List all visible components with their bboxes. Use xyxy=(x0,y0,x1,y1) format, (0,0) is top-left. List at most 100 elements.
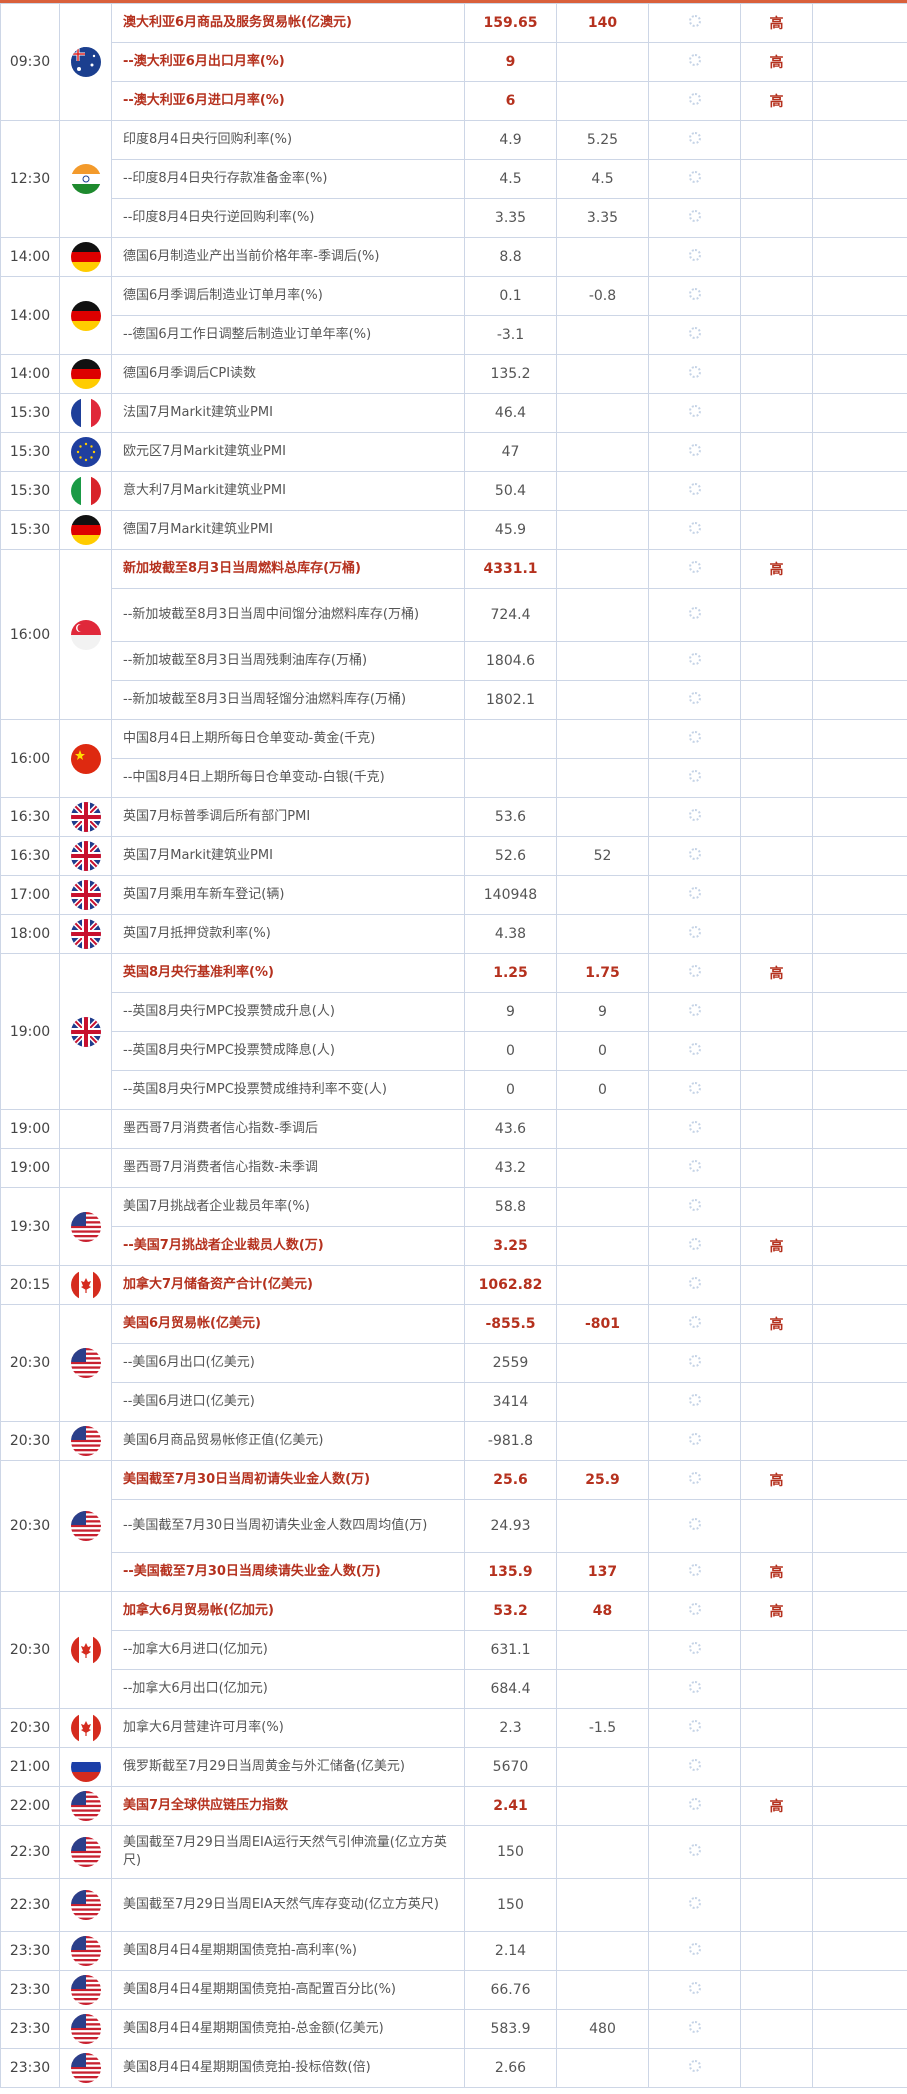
table-row[interactable]: 16:00 中国8月4日上期所每日仓单变动-黄金(千克) xyxy=(0,719,907,798)
table-row[interactable]: 20:30 美国截至7月30日当周初请失业金人数(万) 25.6 25.9 高 xyxy=(0,1460,907,1592)
indicator-name[interactable]: --美国6月进口(亿美元) xyxy=(111,1382,465,1422)
table-row[interactable]: --中国8月4日上期所每日仓单变动-白银(千克) xyxy=(1,758,907,798)
indicator-name[interactable]: 美国7月全球供应链压力指数 xyxy=(111,1786,465,1826)
indicator-name[interactable]: --新加坡截至8月3日当周轻馏分油燃料库存(万桶) xyxy=(111,680,465,720)
indicator-name[interactable]: 英国7月抵押贷款利率(%) xyxy=(111,914,465,954)
indicator-name[interactable]: --美国截至7月30日当周初请失业金人数四周均值(万) xyxy=(111,1499,465,1553)
indicator-name[interactable]: 英国7月乘用车新车登记(辆) xyxy=(111,875,465,915)
table-row[interactable]: --英国8月央行MPC投票赞成降息(人) 0 0 xyxy=(1,1031,907,1071)
indicator-name[interactable]: 俄罗斯截至7月29日当周黄金与外汇储备(亿美元) xyxy=(111,1747,465,1787)
table-row[interactable]: 14:00 德国6月季调后CPI读数 135.2 xyxy=(0,354,907,394)
table-row[interactable]: 19:00 墨西哥7月消费者信心指数-季调后 43.6 xyxy=(0,1109,907,1149)
table-row[interactable]: 15:30 欧元区7月Markit建筑业PMI 47 xyxy=(0,432,907,472)
table-row[interactable]: 14:00 德国6月制造业产出当前价格年率-季调后(%) 8.8 xyxy=(0,237,907,277)
table-row[interactable]: 22:30 美国截至7月29日当周EIA天然气库存变动(亿立方英尺) 150 xyxy=(0,1878,907,1932)
indicator-name[interactable]: --美国6月出口(亿美元) xyxy=(111,1343,465,1383)
table-row[interactable]: 12:30 印度8月4日央行回购利率(%) 4.9 5.25 xyxy=(0,120,907,238)
table-row[interactable]: 20:30 加拿大6月营建许可月率(%) 2.3 -1.5 xyxy=(0,1708,907,1748)
indicator-name[interactable]: 中国8月4日上期所每日仓单变动-黄金(千克) xyxy=(111,719,465,759)
table-row[interactable]: --美国6月进口(亿美元) 3414 xyxy=(1,1382,907,1422)
indicator-name[interactable]: 澳大利亚6月商品及服务贸易帐(亿澳元) xyxy=(111,3,465,43)
indicator-name[interactable]: 美国8月4日4星期期国债竞拍-总金额(亿美元) xyxy=(111,2009,465,2049)
table-row[interactable]: 20:30 美国6月商品贸易帐修正值(亿美元) -981.8 xyxy=(0,1421,907,1461)
indicator-name[interactable]: 印度8月4日央行回购利率(%) xyxy=(111,120,465,160)
indicator-name[interactable]: 法国7月Markit建筑业PMI xyxy=(111,393,465,433)
indicator-name[interactable]: 加拿大6月营建许可月率(%) xyxy=(111,1708,465,1748)
table-row[interactable]: --新加坡截至8月3日当周残剩油库存(万桶) 1804.6 xyxy=(1,641,907,681)
indicator-name[interactable]: 美国8月4日4星期期国债竞拍-投标倍数(倍) xyxy=(111,2048,465,2088)
indicator-name[interactable]: --美国截至7月30日当周续请失业金人数(万) xyxy=(111,1552,465,1592)
table-row[interactable]: --美国截至7月30日当周初请失业金人数四周均值(万) 24.93 xyxy=(1,1499,907,1553)
table-row[interactable]: 23:30 美国8月4日4星期期国债竞拍-高配置百分比(%) 66.76 xyxy=(0,1970,907,2010)
table-row[interactable]: --新加坡截至8月3日当周中间馏分油燃料库存(万桶) 724.4 xyxy=(1,588,907,642)
indicator-name[interactable]: 美国截至7月29日当周EIA运行天然气引伸流量(亿立方英尺) xyxy=(111,1825,465,1879)
table-row[interactable]: --澳大利亚6月出口月率(%) 9 高 xyxy=(1,42,907,82)
indicator-name[interactable]: 加拿大6月贸易帐(亿加元) xyxy=(111,1591,465,1631)
table-row[interactable]: --印度8月4日央行存款准备金率(%) 4.5 4.5 xyxy=(1,159,907,199)
table-row[interactable]: 21:00 俄罗斯截至7月29日当周黄金与外汇储备(亿美元) 5670 xyxy=(0,1747,907,1787)
table-row[interactable]: 15:30 德国7月Markit建筑业PMI 45.9 xyxy=(0,510,907,550)
table-row[interactable]: --新加坡截至8月3日当周轻馏分油燃料库存(万桶) 1802.1 xyxy=(1,680,907,720)
table-row[interactable]: --加拿大6月出口(亿加元) 684.4 xyxy=(1,1669,907,1709)
table-row[interactable]: 19:30 美国7月挑战者企业裁员年率(%) 58.8 xyxy=(0,1187,907,1266)
indicator-name[interactable]: 德国6月制造业产出当前价格年率-季调后(%) xyxy=(111,237,465,277)
table-row[interactable]: 23:30 美国8月4日4星期期国债竞拍-总金额(亿美元) 583.9 480 xyxy=(0,2009,907,2049)
indicator-name[interactable]: 德国6月季调后制造业订单月率(%) xyxy=(111,276,465,316)
table-row[interactable]: 23:30 美国8月4日4星期期国债竞拍-高利率(%) 2.14 xyxy=(0,1931,907,1971)
table-row[interactable]: --德国6月工作日调整后制造业订单年率(%) -3.1 xyxy=(1,315,907,355)
indicator-name[interactable]: --英国8月央行MPC投票赞成升息(人) xyxy=(111,992,465,1032)
indicator-name[interactable]: --加拿大6月进口(亿加元) xyxy=(111,1630,465,1670)
indicator-name[interactable]: --澳大利亚6月进口月率(%) xyxy=(111,81,465,121)
table-row[interactable]: --澳大利亚6月进口月率(%) 6 高 xyxy=(1,81,907,121)
table-row[interactable]: --印度8月4日央行逆回购利率(%) 3.35 3.35 xyxy=(1,198,907,238)
table-row[interactable]: --美国6月出口(亿美元) 2559 xyxy=(1,1343,907,1383)
indicator-name[interactable]: 墨西哥7月消费者信心指数-未季调 xyxy=(111,1148,465,1188)
indicator-name[interactable]: --中国8月4日上期所每日仓单变动-白银(千克) xyxy=(111,758,465,798)
table-row[interactable]: 16:30 英国7月Markit建筑业PMI 52.6 52 xyxy=(0,836,907,876)
table-row[interactable]: --美国7月挑战者企业裁员人数(万) 3.25 高 xyxy=(1,1226,907,1266)
indicator-name[interactable]: --英国8月央行MPC投票赞成维持利率不变(人) xyxy=(111,1070,465,1110)
indicator-name[interactable]: 德国7月Markit建筑业PMI xyxy=(111,510,465,550)
table-row[interactable]: --英国8月央行MPC投票赞成维持利率不变(人) 0 0 xyxy=(1,1070,907,1110)
indicator-name[interactable]: 英国7月Markit建筑业PMI xyxy=(111,836,465,876)
indicator-name[interactable]: --新加坡截至8月3日当周中间馏分油燃料库存(万桶) xyxy=(111,588,465,642)
indicator-name[interactable]: 新加坡截至8月3日当周燃料总库存(万桶) xyxy=(111,549,465,589)
indicator-name[interactable]: 英国7月标普季调后所有部门PMI xyxy=(111,797,465,837)
indicator-name[interactable]: --印度8月4日央行逆回购利率(%) xyxy=(111,198,465,238)
table-row[interactable]: 19:00 墨西哥7月消费者信心指数-未季调 43.2 xyxy=(0,1148,907,1188)
table-row[interactable]: --英国8月央行MPC投票赞成升息(人) 9 9 xyxy=(1,992,907,1032)
indicator-name[interactable]: 美国8月4日4星期期国债竞拍-高配置百分比(%) xyxy=(111,1970,465,2010)
indicator-name[interactable]: --美国7月挑战者企业裁员人数(万) xyxy=(111,1226,465,1266)
indicator-name[interactable]: 英国8月央行基准利率(%) xyxy=(111,953,465,993)
indicator-name[interactable]: 加拿大7月储备资产合计(亿美元) xyxy=(111,1265,465,1305)
indicator-name[interactable]: --澳大利亚6月出口月率(%) xyxy=(111,42,465,82)
table-row[interactable]: 20:30 加拿大6月贸易帐(亿加元) 53.2 48 高 xyxy=(0,1591,907,1709)
indicator-name[interactable]: 美国截至7月30日当周初请失业金人数(万) xyxy=(111,1460,465,1500)
table-row[interactable]: 15:30 法国7月Markit建筑业PMI 46.4 xyxy=(0,393,907,433)
table-row[interactable]: 16:30 英国7月标普季调后所有部门PMI 53.6 xyxy=(0,797,907,837)
table-row[interactable]: 15:30 意大利7月Markit建筑业PMI 50.4 xyxy=(0,471,907,511)
table-row[interactable]: 09:30 澳大利亚6月商品及服务贸易帐(亿澳元) 159.65 140 高 xyxy=(0,3,907,121)
table-row[interactable]: 23:30 美国8月4日4星期期国债竞拍-投标倍数(倍) 2.66 xyxy=(0,2048,907,2088)
indicator-name[interactable]: --德国6月工作日调整后制造业订单年率(%) xyxy=(111,315,465,355)
indicator-name[interactable]: 欧元区7月Markit建筑业PMI xyxy=(111,432,465,472)
indicator-name[interactable]: 美国7月挑战者企业裁员年率(%) xyxy=(111,1187,465,1227)
indicator-name[interactable]: 德国6月季调后CPI读数 xyxy=(111,354,465,394)
indicator-name[interactable]: 美国6月贸易帐(亿美元) xyxy=(111,1304,465,1344)
indicator-name[interactable]: --加拿大6月出口(亿加元) xyxy=(111,1669,465,1709)
table-row[interactable]: 17:00 英国7月乘用车新车登记(辆) 140948 xyxy=(0,875,907,915)
indicator-name[interactable]: 美国6月商品贸易帐修正值(亿美元) xyxy=(111,1421,465,1461)
indicator-name[interactable]: --新加坡截至8月3日当周残剩油库存(万桶) xyxy=(111,641,465,681)
table-row[interactable]: --美国截至7月30日当周续请失业金人数(万) 135.9 137 高 xyxy=(1,1552,907,1592)
table-row[interactable]: 20:30 美国6月贸易帐(亿美元) -855.5 -801 高 xyxy=(0,1304,907,1422)
table-row[interactable]: --加拿大6月进口(亿加元) 631.1 xyxy=(1,1630,907,1670)
indicator-name[interactable]: 墨西哥7月消费者信心指数-季调后 xyxy=(111,1109,465,1149)
table-row[interactable]: 20:15 加拿大7月储备资产合计(亿美元) 1062.82 xyxy=(0,1265,907,1305)
indicator-name[interactable]: 美国截至7月29日当周EIA天然气库存变动(亿立方英尺) xyxy=(111,1878,465,1932)
indicator-name[interactable]: --印度8月4日央行存款准备金率(%) xyxy=(111,159,465,199)
indicator-name[interactable]: 美国8月4日4星期期国债竞拍-高利率(%) xyxy=(111,1931,465,1971)
table-row[interactable]: 16:00 新加坡截至8月3日当周燃料总库存(万桶) 4331.1 高 xyxy=(0,549,907,720)
indicator-name[interactable]: --英国8月央行MPC投票赞成降息(人) xyxy=(111,1031,465,1071)
table-row[interactable]: 19:00 英国8月央行基准利率(%) 1.25 1.75 高 xyxy=(0,953,907,1110)
table-row[interactable]: 22:00 美国7月全球供应链压力指数 2.41 高 xyxy=(0,1786,907,1826)
